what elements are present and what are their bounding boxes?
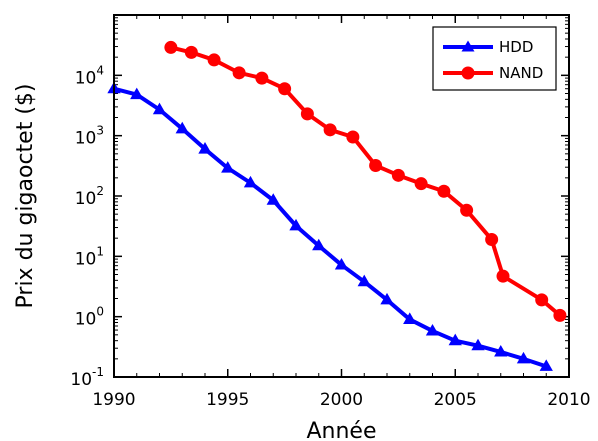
y-tick-label: 101 [75, 244, 104, 269]
x-tick-label: 2000 [320, 390, 363, 410]
nand-data-point [278, 82, 292, 96]
y-tick-label: 104 [75, 63, 104, 88]
y-tick-label: 103 [75, 124, 104, 149]
nand-data-point [437, 184, 451, 198]
hdd-data-point [403, 312, 417, 324]
x-tick-label: 2010 [547, 390, 590, 410]
nand-data-point [323, 123, 337, 137]
plot-frame [113, 14, 570, 378]
hdd-data-point [380, 292, 394, 305]
nand-data-point [207, 53, 221, 67]
hdd-data-point [334, 257, 349, 270]
hdd-data-point [130, 87, 144, 100]
nand-data-point [300, 107, 314, 121]
legend-box [432, 26, 557, 91]
nand-data-point [535, 293, 549, 307]
nand-data-point [460, 203, 474, 217]
nand-data-point [346, 130, 360, 144]
hdd-data-point [357, 274, 371, 287]
hdd-data-point [198, 142, 212, 154]
hdd-data-point [175, 121, 189, 134]
nand-data-point [485, 233, 499, 247]
nand-data-point [391, 168, 405, 182]
nand-data-point [232, 66, 246, 80]
legend: HDD NAND [432, 26, 557, 91]
nand-data-point [496, 269, 510, 283]
hdd-data-point [266, 193, 280, 205]
nand-data-point [255, 71, 269, 85]
x-tick-label: 1995 [206, 390, 249, 410]
nand-data-point [164, 40, 178, 54]
data-series [107, 40, 567, 371]
legend-nand-marker [461, 66, 475, 80]
hdd-data-point [425, 323, 440, 336]
x-tick-label: 1990 [92, 390, 135, 410]
hdd-data-point [152, 102, 167, 115]
y-tick-label: 100 [75, 305, 104, 330]
hdd-data-point [494, 344, 508, 357]
legend-nand-label: NAND [499, 64, 543, 82]
hdd-data-point [221, 161, 235, 173]
hdd-data-point [539, 359, 553, 371]
legend-hdd-marker [461, 40, 475, 52]
hdd-data-point [289, 218, 303, 231]
y-tick-label: 102 [75, 184, 104, 209]
nand-data-point [414, 177, 428, 191]
x-axis-title: Année [306, 419, 376, 441]
legend-hdd-label: HDD [499, 38, 533, 56]
nand-data-point [369, 159, 383, 173]
hdd-data-point [471, 338, 485, 351]
x-tick-label: 2005 [434, 390, 477, 410]
hdd-data-point [516, 351, 531, 364]
nand-data-point [553, 308, 567, 322]
hdd-data-point [448, 333, 462, 346]
y-axis-title: Prix du gigaoctet ($) [13, 84, 38, 309]
hdd-data-point [243, 175, 258, 188]
x-axis-ticks: 1990 1995 2000 2005 2010 [92, 15, 591, 410]
nand-data-point [184, 45, 198, 59]
y-tick-label: 10-1 [70, 365, 104, 390]
hdd-data-point [312, 238, 326, 251]
